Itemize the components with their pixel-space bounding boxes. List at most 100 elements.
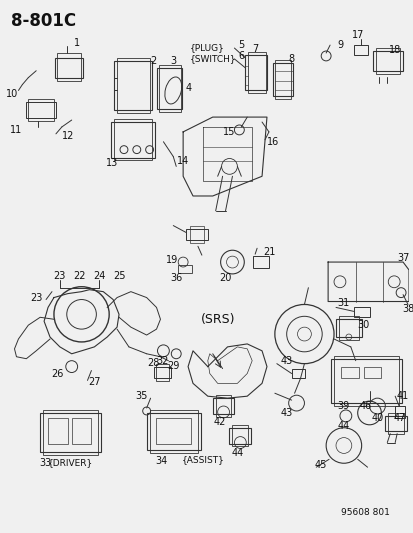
Text: 43: 43: [280, 356, 292, 366]
Text: {ASSIST}: {ASSIST}: [181, 455, 224, 464]
Text: 45: 45: [314, 460, 327, 470]
Text: 27: 27: [88, 377, 100, 387]
Bar: [330, 359, 401, 403]
Bar: [373, 51, 402, 71]
Text: 10: 10: [6, 90, 19, 100]
Text: 16: 16: [266, 137, 278, 147]
Bar: [244, 55, 266, 91]
Bar: [111, 122, 154, 158]
Text: 1: 1: [74, 38, 80, 48]
Bar: [159, 65, 181, 112]
Text: 11: 11: [10, 125, 23, 135]
Text: 29: 29: [167, 361, 179, 370]
Bar: [117, 58, 149, 113]
Text: 32: 32: [156, 356, 168, 366]
Text: 38: 38: [401, 304, 413, 314]
Text: 44: 44: [231, 448, 243, 458]
Text: 8: 8: [288, 54, 294, 64]
Bar: [212, 398, 234, 414]
Text: 18: 18: [388, 45, 400, 55]
Text: 44: 44: [337, 421, 349, 431]
Text: 19: 19: [166, 255, 178, 265]
Bar: [40, 413, 101, 453]
Bar: [353, 308, 369, 317]
Bar: [155, 364, 169, 382]
Text: 7: 7: [252, 44, 258, 54]
Text: 39: 39: [337, 401, 349, 411]
Bar: [291, 369, 305, 378]
Bar: [333, 356, 398, 406]
Text: 41: 41: [396, 391, 408, 401]
Bar: [387, 413, 403, 434]
Text: 12: 12: [62, 131, 74, 141]
Bar: [114, 61, 151, 110]
Bar: [43, 410, 98, 455]
Bar: [272, 63, 292, 96]
Bar: [71, 418, 91, 443]
Bar: [353, 45, 367, 55]
Text: 24: 24: [93, 271, 105, 281]
Bar: [232, 425, 248, 447]
Bar: [363, 367, 380, 378]
Bar: [57, 53, 81, 80]
Bar: [149, 410, 197, 454]
Bar: [114, 119, 151, 160]
Text: 20: 20: [219, 273, 231, 283]
Bar: [340, 367, 358, 378]
Text: 47: 47: [393, 413, 405, 423]
Text: 33: 33: [39, 458, 51, 469]
Text: 43: 43: [280, 408, 292, 418]
Text: 21: 21: [262, 247, 275, 257]
Bar: [55, 58, 82, 78]
Text: (SRS): (SRS): [200, 313, 234, 326]
Text: 23: 23: [30, 293, 42, 303]
Text: 6: 6: [238, 51, 244, 61]
Bar: [153, 367, 171, 378]
Bar: [26, 102, 56, 118]
Text: 35: 35: [135, 391, 147, 401]
Text: 30: 30: [357, 320, 369, 330]
Bar: [146, 413, 200, 450]
Bar: [375, 48, 399, 74]
Bar: [48, 418, 68, 443]
Text: 17: 17: [351, 30, 363, 40]
Text: 34: 34: [155, 456, 167, 466]
Text: 22: 22: [73, 271, 85, 281]
Bar: [229, 428, 251, 443]
Text: 40: 40: [370, 413, 382, 423]
Text: {DRIVER}: {DRIVER}: [48, 458, 93, 467]
Text: 23: 23: [54, 271, 66, 281]
Text: 36: 36: [170, 273, 182, 283]
Bar: [248, 52, 265, 93]
Bar: [253, 256, 268, 268]
Text: 31: 31: [337, 298, 349, 309]
Bar: [335, 319, 361, 337]
Text: 13: 13: [106, 158, 118, 168]
Text: 8-801C: 8-801C: [10, 12, 76, 30]
Bar: [274, 60, 290, 99]
Bar: [385, 416, 406, 431]
Text: 95608 801: 95608 801: [340, 508, 389, 517]
Text: 28: 28: [147, 358, 159, 368]
Text: 46: 46: [358, 401, 371, 411]
Text: 9: 9: [337, 40, 343, 50]
Bar: [215, 395, 231, 417]
Text: 3: 3: [170, 56, 176, 66]
Bar: [338, 316, 358, 340]
Bar: [186, 229, 207, 240]
Bar: [178, 265, 192, 273]
Text: 26: 26: [52, 369, 64, 379]
Text: 37: 37: [396, 253, 408, 263]
Text: 14: 14: [177, 157, 189, 166]
Text: 4: 4: [185, 83, 192, 93]
Bar: [394, 406, 404, 418]
Bar: [156, 68, 182, 109]
Text: 25: 25: [112, 271, 125, 281]
Text: {SWITCH}: {SWITCH}: [190, 54, 236, 63]
Text: 2: 2: [150, 56, 156, 66]
Bar: [28, 99, 54, 121]
Text: {PLUG}: {PLUG}: [190, 44, 224, 53]
Text: 15: 15: [223, 127, 235, 137]
Text: 5: 5: [237, 40, 244, 50]
Text: 42: 42: [213, 417, 225, 427]
